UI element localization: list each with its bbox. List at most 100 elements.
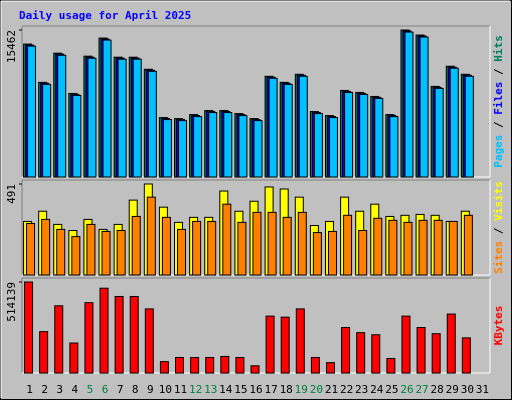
bar <box>464 75 474 178</box>
bar <box>252 211 262 276</box>
bar <box>313 113 323 178</box>
bar <box>117 58 127 178</box>
legend-separator: / <box>492 62 505 82</box>
bar <box>207 220 217 276</box>
bar <box>358 230 368 276</box>
bar <box>253 120 263 178</box>
bar <box>193 116 203 178</box>
bar <box>403 221 413 276</box>
bar <box>87 57 97 178</box>
x-tick-label: 26 <box>400 383 413 396</box>
bar <box>72 94 82 178</box>
bar <box>56 228 66 276</box>
bar <box>359 93 369 178</box>
bar <box>371 334 381 374</box>
bar <box>280 316 290 374</box>
x-tick-label: 16 <box>249 383 262 396</box>
legend: Pages / Files / Hits <box>492 35 505 168</box>
bar <box>356 332 366 374</box>
x-tick-label: 20 <box>310 383 323 396</box>
x-tick-label: 12 <box>189 383 202 396</box>
y-tick-label: 514139 <box>5 282 18 322</box>
bar <box>386 358 396 374</box>
legend-entry: Visits <box>492 181 505 221</box>
bar <box>298 75 308 178</box>
bar <box>99 287 109 374</box>
bar <box>267 211 277 276</box>
bar <box>295 308 305 374</box>
bar <box>102 39 112 178</box>
bar <box>69 342 79 374</box>
bar <box>223 112 233 178</box>
bar <box>434 87 444 178</box>
x-tick-label: 29 <box>446 383 459 396</box>
bar <box>250 365 260 374</box>
bar <box>461 337 471 374</box>
bar <box>205 356 215 374</box>
x-tick-label: 7 <box>117 383 124 396</box>
x-tick-label: 5 <box>87 383 94 396</box>
y-tick-label: 491 <box>5 184 18 204</box>
bar <box>24 281 34 374</box>
x-tick-label: 24 <box>370 383 384 396</box>
bar <box>325 362 335 374</box>
x-tick-label: 30 <box>461 383 474 396</box>
bar <box>328 117 338 178</box>
x-tick-label: 23 <box>355 383 368 396</box>
bar <box>57 54 67 178</box>
legend: Sites / Visits <box>492 181 505 274</box>
x-tick-label: 1 <box>26 383 33 396</box>
x-tick-label: 31 <box>476 383 489 396</box>
bar <box>41 218 51 276</box>
bar <box>114 295 124 374</box>
bar <box>220 355 230 374</box>
bar <box>190 356 200 374</box>
x-tick-label: 2 <box>41 383 48 396</box>
bar <box>327 230 337 276</box>
bar <box>159 361 169 374</box>
legend-entry: Hits <box>492 35 505 62</box>
bar <box>416 326 426 374</box>
bar <box>116 230 126 276</box>
legend-entry: Sites <box>492 241 505 274</box>
bar <box>341 326 351 374</box>
bar <box>175 356 185 374</box>
x-tick-label: 13 <box>204 383 217 396</box>
bar <box>178 120 188 178</box>
bar <box>177 228 187 276</box>
x-tick-label: 17 <box>264 383 277 396</box>
bar <box>418 219 428 276</box>
bar <box>84 302 94 374</box>
bar <box>446 313 456 374</box>
bar <box>388 219 398 276</box>
bar <box>431 333 441 374</box>
bar <box>310 356 320 374</box>
x-tick-label: 18 <box>280 383 293 396</box>
x-tick-label: 25 <box>385 383 398 396</box>
x-tick-label: 11 <box>174 383 187 396</box>
x-tick-label: 19 <box>295 383 308 396</box>
bar <box>222 203 232 276</box>
bar <box>344 91 354 178</box>
y-tick-label: 15462 <box>5 30 18 63</box>
bar <box>238 115 248 178</box>
x-tick-label: 6 <box>102 383 109 396</box>
x-tick-label: 22 <box>340 383 353 396</box>
bar <box>26 222 36 276</box>
bar <box>27 45 37 178</box>
bar <box>312 232 322 276</box>
x-tick-label: 27 <box>415 383 428 396</box>
bar <box>235 356 245 374</box>
bar <box>192 220 202 276</box>
legend-separator: / <box>492 115 505 135</box>
bar <box>389 116 399 178</box>
bar <box>101 230 111 276</box>
x-tick-label: 10 <box>159 383 172 396</box>
x-tick-label: 21 <box>325 383 338 396</box>
x-tick-label: 3 <box>56 383 63 396</box>
bar <box>265 315 275 374</box>
bar <box>449 67 459 178</box>
bar <box>146 196 156 276</box>
bar <box>42 83 52 178</box>
